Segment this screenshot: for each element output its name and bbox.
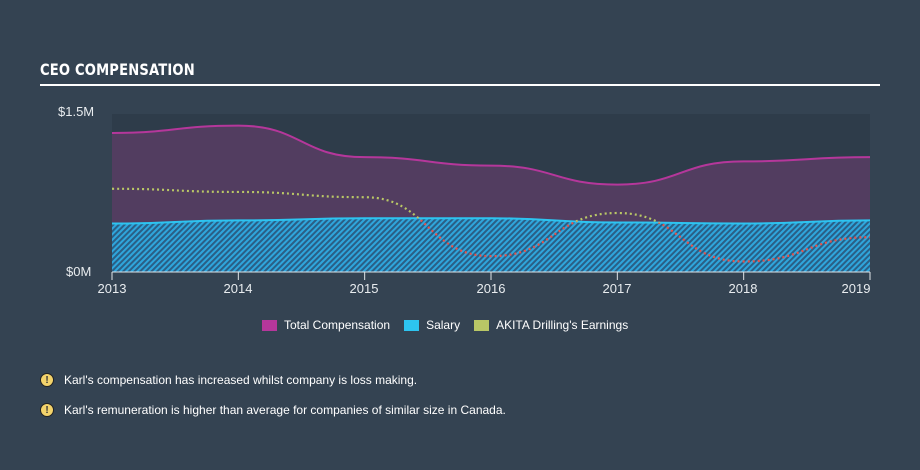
x-label-2013: 2013 (97, 281, 127, 296)
note-item: ! Karl's compensation has increased whil… (40, 369, 506, 391)
warning-icon: ! (40, 373, 54, 387)
title-divider (40, 84, 880, 86)
warning-icon: ! (40, 403, 54, 417)
total-compensation-line (111, 124, 871, 186)
legend-label: Salary (426, 318, 461, 332)
legend-swatch-earnings (474, 319, 490, 331)
x-label-2016: 2016 (476, 281, 506, 296)
legend-item-total-compensation[interactable]: Total Compensation (262, 318, 390, 332)
note-text: Karl's remuneration is higher than avera… (64, 403, 506, 417)
legend-swatch-salary (404, 319, 420, 331)
y-axis-label-bottom: $0M (66, 264, 92, 279)
ceo-compensation-chart (111, 124, 871, 280)
legend-item-salary[interactable]: Salary (404, 318, 460, 332)
legend-label: AKITA Drilling's Earnings (496, 318, 629, 332)
salary-line (111, 217, 871, 225)
legend-item-earnings[interactable]: AKITA Drilling's Earnings (474, 318, 628, 332)
x-label-2019: 2019 (841, 281, 871, 296)
note-text: Karl's compensation has increased whilst… (64, 373, 418, 387)
x-label-2014: 2014 (223, 281, 253, 296)
note-item: ! Karl's remuneration is higher than ave… (40, 399, 506, 421)
x-label-2018: 2018 (728, 281, 758, 296)
insight-notes: ! Karl's compensation has increased whil… (40, 369, 506, 429)
x-label-2015: 2015 (349, 281, 379, 296)
earnings-line-below-salary (112, 218, 870, 263)
y-axis-label-top: $1.5M (58, 104, 95, 119)
legend-label: Total Compensation (284, 318, 391, 332)
x-label-2017: 2017 (602, 281, 632, 296)
legend-swatch-total-compensation (262, 319, 277, 331)
section-title: CEO COMPENSATION (40, 60, 195, 79)
salary-area (112, 218, 870, 272)
chart-legend: Total Compensation Salary AKITA Drilling… (262, 318, 642, 332)
